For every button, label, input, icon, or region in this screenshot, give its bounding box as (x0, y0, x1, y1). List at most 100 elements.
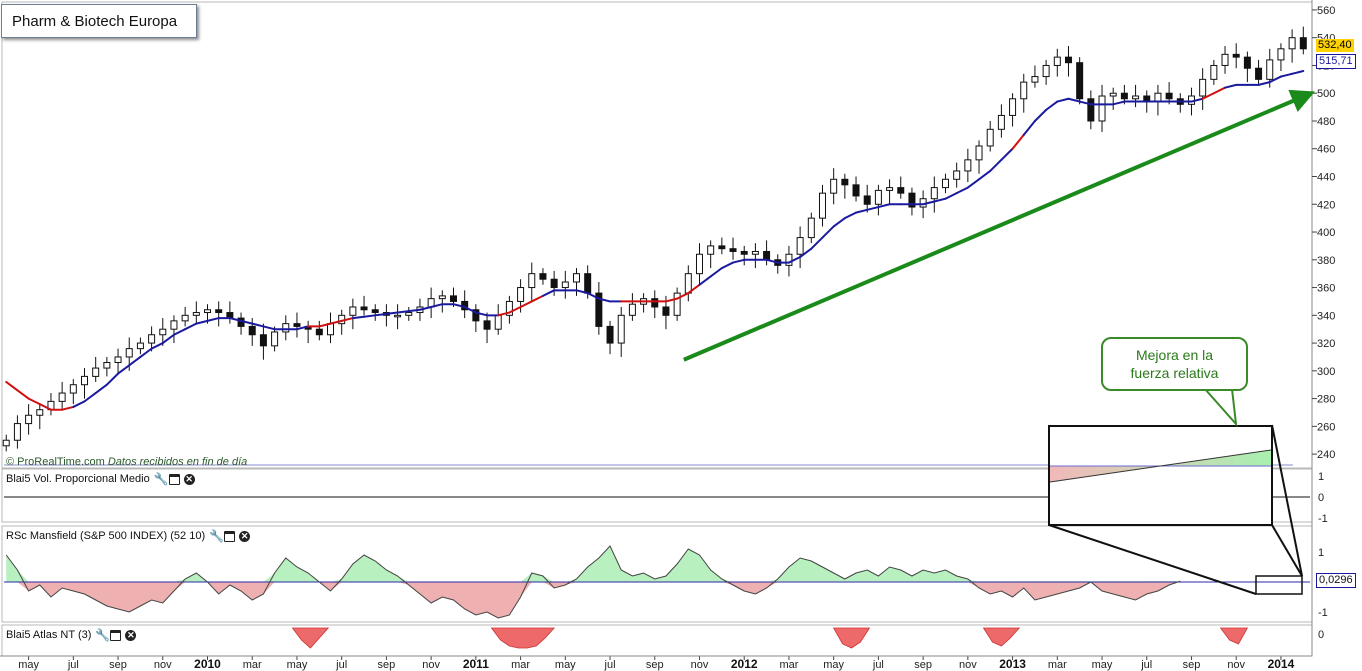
window-icon[interactable] (168, 473, 180, 485)
candle (606, 325, 614, 344)
moving-average-segment (698, 275, 712, 286)
window-icon[interactable] (110, 629, 122, 641)
atlas-area (832, 627, 871, 649)
volume-tick-label: -1 (1318, 513, 1328, 525)
moving-average-segment (597, 297, 612, 303)
wrench-icon[interactable]: 🔧 (153, 471, 169, 486)
candle (1154, 92, 1162, 103)
candle (651, 298, 659, 308)
chart-title: Pharm & Biotech Europa (1, 4, 197, 38)
wrench-icon[interactable]: 🔧 (95, 627, 111, 642)
volume-tick-label: 1 (1318, 471, 1324, 483)
moving-average-segment (5, 380, 19, 392)
moving-average-segment (184, 322, 198, 331)
zoom-connector (1048, 524, 1257, 595)
moving-average-segment (1212, 86, 1227, 95)
moving-average-segment (966, 178, 981, 189)
moving-average-segment (821, 225, 835, 239)
candle (986, 128, 994, 147)
price-tick-label: 500 (1317, 88, 1335, 100)
x-tick-label: mar (511, 659, 530, 671)
candle (673, 292, 681, 316)
candle (405, 312, 413, 316)
atlas-area (291, 627, 330, 649)
mansfield-tick-label: 1 (1318, 547, 1324, 559)
moving-average-segment (262, 325, 276, 331)
mansfield-tick-label: -1 (1318, 607, 1328, 619)
moving-average-segment (866, 206, 880, 211)
candle (192, 312, 200, 316)
candle (215, 309, 223, 314)
moving-average-segment (933, 197, 947, 203)
last-price-label: 532,40 (1316, 39, 1354, 52)
price-tick-label: 240 (1317, 449, 1335, 461)
moving-average-segment (541, 289, 556, 297)
mansfield-negative-area (6, 582, 1181, 618)
close-icon[interactable]: ✕ (125, 629, 137, 641)
close-icon[interactable]: ✕ (183, 473, 195, 485)
moving-average-segment (407, 308, 421, 313)
moving-average-segment (128, 355, 142, 367)
moving-average-segment (463, 305, 477, 314)
wrench-icon[interactable]: 🔧 (209, 528, 225, 543)
candle (818, 192, 826, 219)
x-tick-label: sep (109, 659, 127, 671)
candle (997, 114, 1005, 130)
moving-average-segment (765, 258, 779, 264)
moving-average-segment (240, 319, 254, 325)
candle (1288, 37, 1296, 50)
candle (1210, 64, 1218, 80)
x-tick-label: may (555, 659, 576, 671)
x-tick-label: mar (779, 659, 798, 671)
moving-average-segment (72, 400, 86, 408)
x-tick-label: nov (422, 659, 440, 671)
moving-average-segment (832, 217, 846, 228)
candle (528, 273, 536, 289)
moving-average-segment (497, 311, 511, 317)
candle (58, 392, 66, 402)
moving-average-segment (295, 325, 310, 331)
candle (472, 309, 480, 322)
candle (908, 192, 916, 208)
atlas-panel-header: Blai5 Atlas NT (3) 🔧 ✕ (6, 627, 137, 642)
candle (1221, 53, 1229, 66)
candle (975, 145, 983, 161)
candle (36, 409, 44, 416)
moving-average-segment (195, 319, 209, 325)
mansfield-panel-label: RSc Mansfield (S&P 500 INDEX) (52 10) (6, 530, 206, 542)
x-tick-label: mar (1048, 659, 1067, 671)
price-tick-label: 340 (1317, 310, 1335, 322)
moving-average-segment (83, 392, 97, 403)
candle (707, 245, 715, 255)
candle (1009, 98, 1017, 116)
candle (69, 384, 77, 394)
x-tick-label: mar (243, 659, 262, 671)
candle (572, 273, 580, 283)
candle (1020, 81, 1028, 100)
price-tick-label: 400 (1317, 227, 1335, 239)
atlas-area (982, 627, 1021, 647)
candle (1299, 37, 1307, 50)
candle (81, 375, 89, 386)
x-tick-label: 2014 (1268, 657, 1295, 671)
x-tick-label: sep (378, 659, 396, 671)
candle (1109, 92, 1117, 97)
x-tick-label: may (823, 659, 844, 671)
panel-frame (1, 1, 1313, 469)
zoom-inset-line (1049, 449, 1272, 483)
x-tick-label: nov (1227, 659, 1245, 671)
candle (394, 314, 402, 318)
price-tick-label: 440 (1317, 172, 1335, 184)
candle (92, 367, 100, 377)
candle (360, 306, 368, 311)
candle (148, 334, 156, 344)
close-icon[interactable]: ✕ (239, 530, 251, 542)
candle (293, 323, 301, 327)
x-tick-label: may (18, 659, 39, 671)
candle (13, 423, 21, 441)
window-icon[interactable] (224, 530, 236, 542)
price-tick-label: 380 (1317, 255, 1335, 267)
candle (1266, 59, 1274, 80)
moving-average-segment (150, 342, 164, 350)
moving-average-segment (340, 317, 354, 322)
